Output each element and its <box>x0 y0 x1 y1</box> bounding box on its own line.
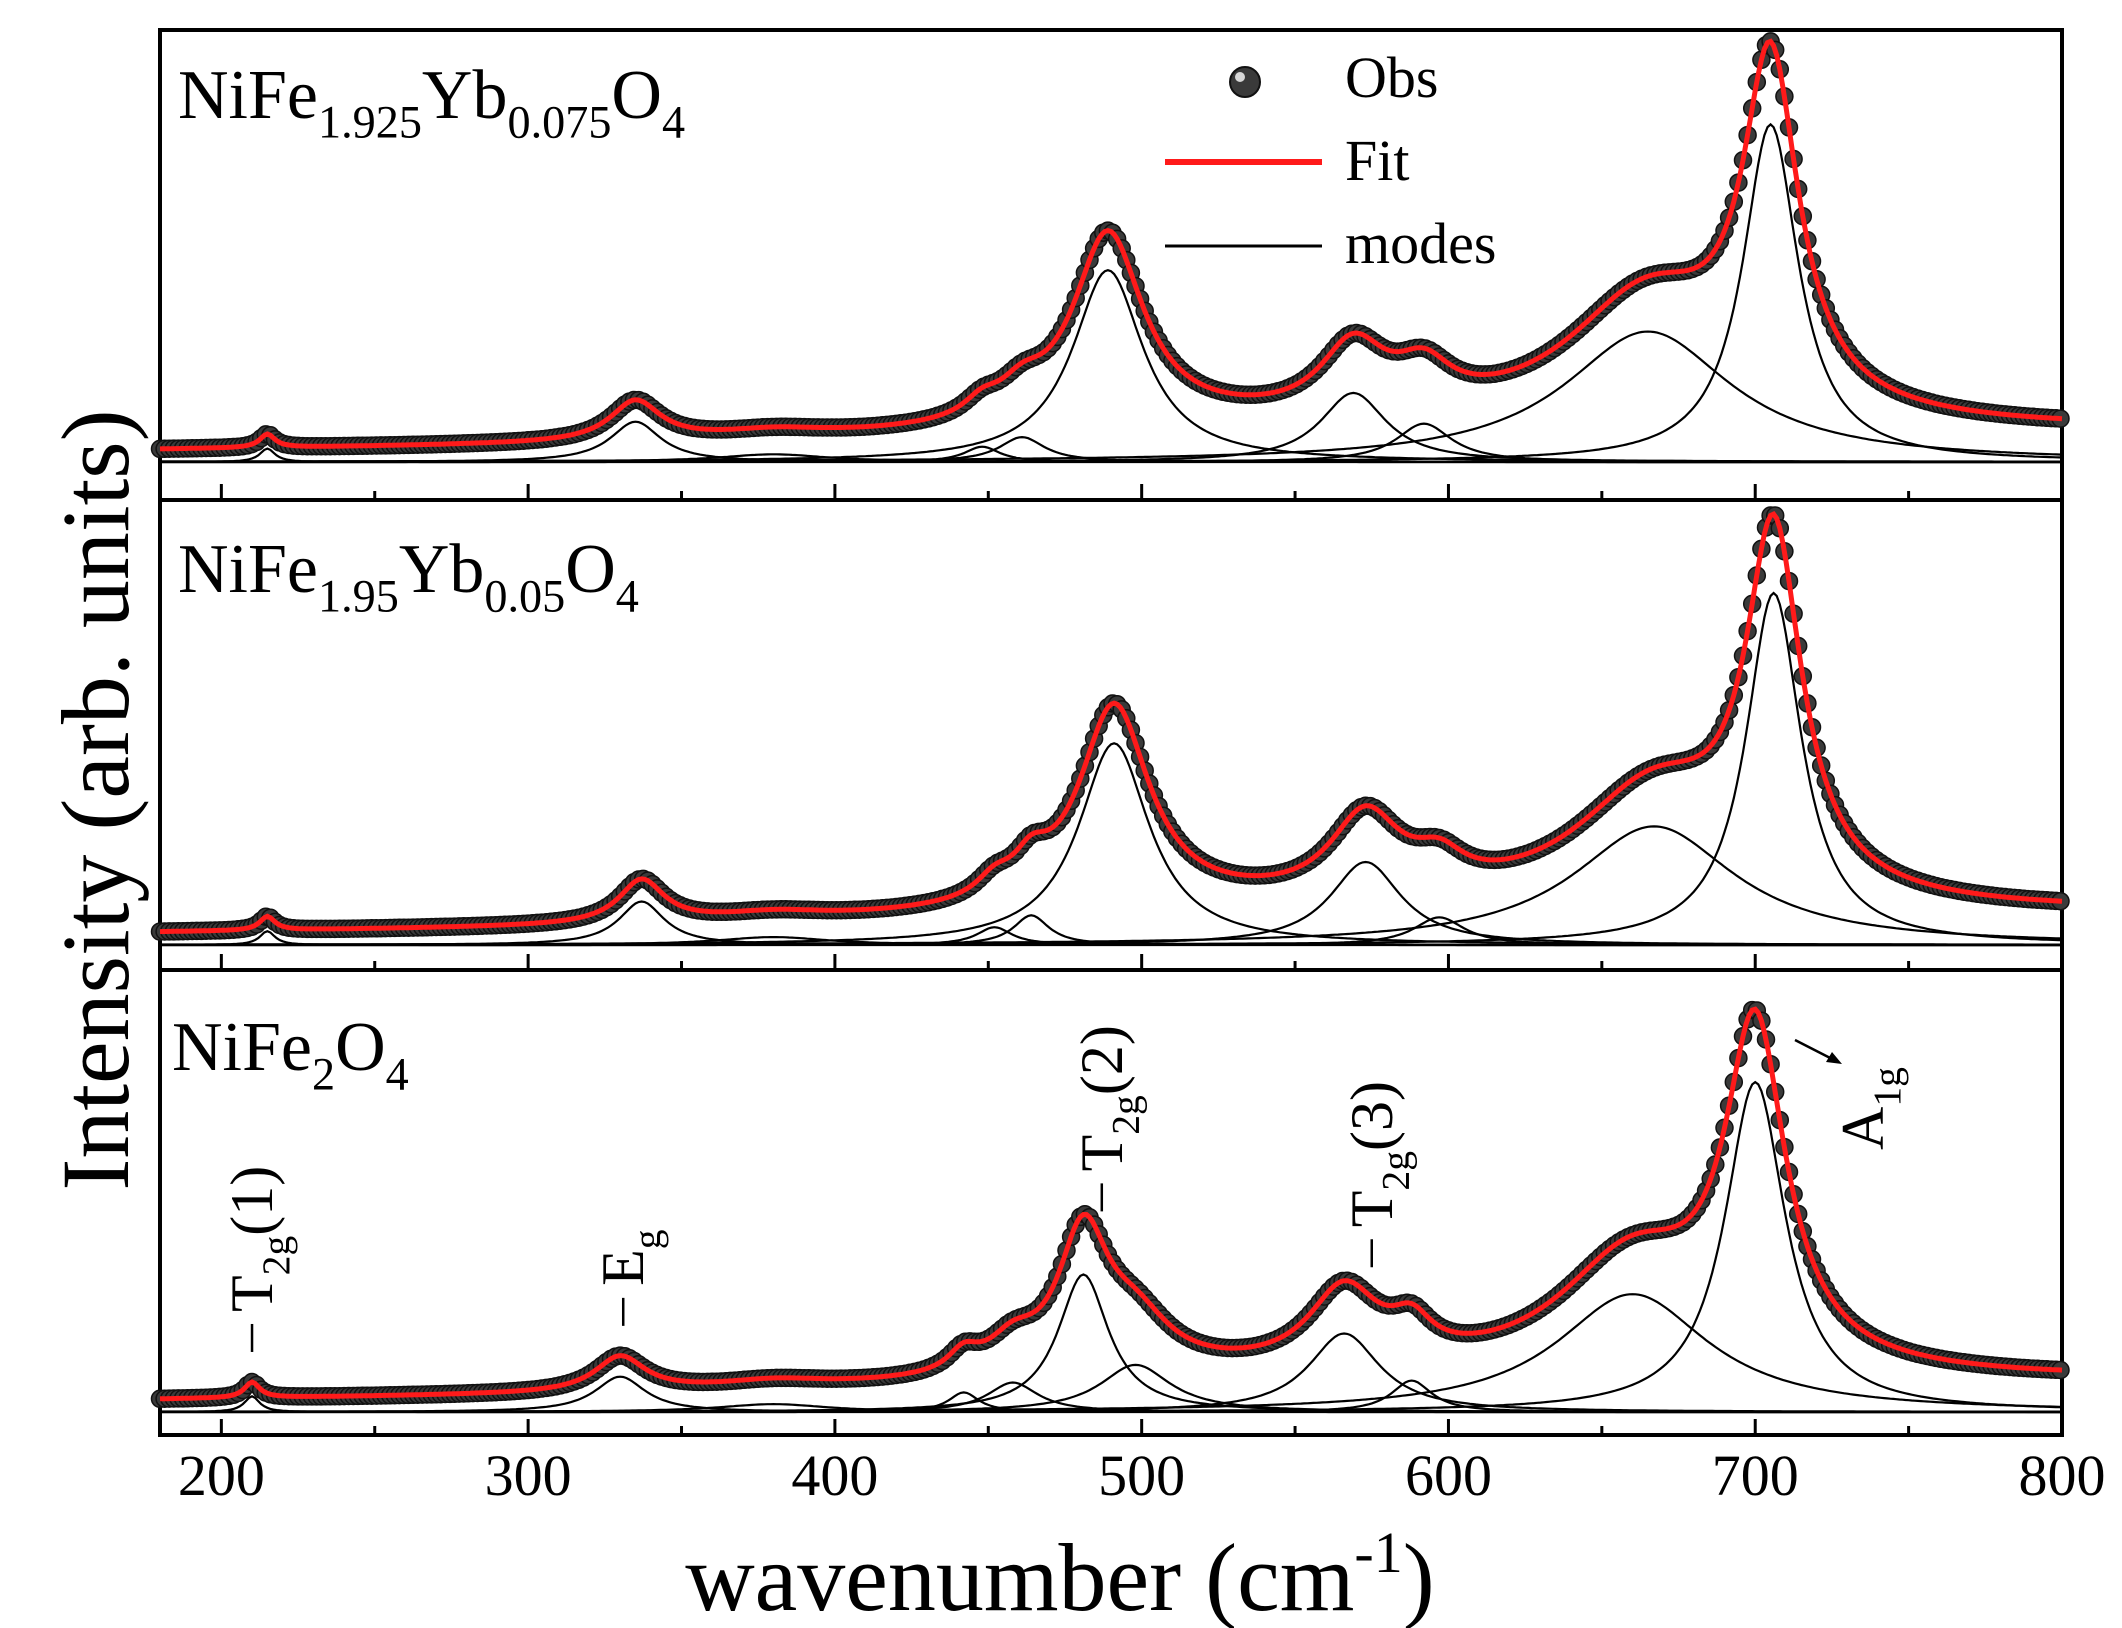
annotation-text-t2g3-part-1: 2g <box>1374 1151 1418 1191</box>
sample-label-0-part-0: NiFe <box>178 57 318 134</box>
annotation-arrowhead-a1g <box>1826 1052 1842 1064</box>
sample-label-0-part-5: 4 <box>662 97 685 148</box>
legend-fit-label: Fit <box>1345 128 1410 193</box>
annotation-text-t2g3-part-2: (3) <box>1339 1081 1405 1151</box>
annotation-text-eg-part-0: E <box>590 1249 656 1286</box>
fit-curve-1 <box>159 510 2063 935</box>
x-tick-label-700: 700 <box>1712 1443 1799 1508</box>
annotation-t2g1: T2g(1) <box>219 1166 298 1352</box>
axes-layer: 200 300 400 500 600 700 800 <box>178 1443 2106 1508</box>
annotation-text-t2g1-part-0: T <box>219 1275 285 1312</box>
x-axis-label-main: wavenumber (cm <box>685 1524 1354 1628</box>
panel-0: NiFe1.925Yb0.075O4 <box>150 28 2070 502</box>
annotation-text-eg-part-1: g <box>625 1229 669 1249</box>
x-tick-label-800: 800 <box>2019 1443 2106 1508</box>
annotation-text-t2g2-part-2: (2) <box>1069 1025 1135 1095</box>
x-tick-label-600: 600 <box>1405 1443 1492 1508</box>
sample-label-0-part-4: O <box>611 57 662 134</box>
sample-label-1: NiFe1.95Yb0.05O4 <box>178 531 639 622</box>
annotation-text-t2g2-part-1: 2g <box>1104 1095 1148 1135</box>
annotation-text-t2g1-part-2: (1) <box>219 1166 285 1236</box>
annotation-t2g2: T2g(2) <box>1069 1025 1148 1212</box>
mode-curve-1-491 <box>160 742 2062 946</box>
sample-label-2: NiFe2O4 <box>172 1009 409 1100</box>
panel-1: NiFe1.95Yb0.05O4 <box>150 498 2070 972</box>
annotation-text-a1g: A1g <box>1830 1067 1909 1150</box>
legend-obs-marker-highlight <box>1235 72 1245 82</box>
sample-label-0: NiFe1.925Yb0.075O4 <box>178 57 685 148</box>
x-tick-label-300: 300 <box>485 1443 572 1508</box>
annotation-text-t2g1: T2g(1) <box>219 1166 298 1312</box>
sample-label-1-part-5: 4 <box>616 571 639 622</box>
legend: Obs Fit modes <box>1165 45 1496 276</box>
annotation-text-t2g1-part-1: 2g <box>254 1236 298 1276</box>
annotation-text-t2g3: T2g(3) <box>1339 1081 1418 1227</box>
x-axis-label: wavenumber (cm-1) <box>685 1520 1434 1628</box>
legend-modes-label: modes <box>1345 211 1496 276</box>
panel-frame-2 <box>158 968 2064 1437</box>
x-axis-label-close: ) <box>1403 1524 1435 1628</box>
annotation-a1g: A1g <box>1794 1038 1909 1150</box>
annotation-eg: Eg <box>590 1229 669 1326</box>
mode-curve-0-705 <box>160 122 2063 463</box>
mode-curve-0-489 <box>160 269 2062 463</box>
mode-curve-2-700 <box>160 1080 2063 1413</box>
x-tick-label-500: 500 <box>1098 1443 1185 1508</box>
annotation-text-a1g-part-0: A <box>1830 1107 1896 1150</box>
sample-label-1-part-3: 0.05 <box>484 571 565 622</box>
x-axis-label-sup: -1 <box>1354 1520 1402 1585</box>
x-tick-label-400: 400 <box>791 1443 878 1508</box>
annotation-text-a1g-part-1: 1g <box>1865 1067 1909 1107</box>
fit-curve-0 <box>159 38 2063 452</box>
annotation-t2g3: T2g(3) <box>1339 1081 1418 1268</box>
sample-label-1-part-2: Yb <box>399 531 485 608</box>
legend-obs-marker <box>1229 66 1261 98</box>
sample-label-1-part-4: O <box>565 531 616 608</box>
annotation-text-t2g2: T2g(2) <box>1069 1025 1148 1171</box>
sample-label-0-part-2: Yb <box>422 57 508 134</box>
sample-label-2-part-0: NiFe <box>172 1009 312 1086</box>
sample-label-2-part-2: O <box>335 1009 386 1086</box>
fit-curve-2 <box>159 1006 2063 1402</box>
x-tick-label-200: 200 <box>178 1443 265 1508</box>
annotation-text-t2g2-part-0: T <box>1069 1135 1135 1172</box>
sample-label-2-part-1: 2 <box>312 1049 335 1100</box>
sample-label-0-part-3: 0.075 <box>507 97 611 148</box>
sample-label-1-part-1: 1.95 <box>318 571 399 622</box>
y-axis-label: Intensity (arb. units) <box>42 409 149 1190</box>
annotation-text-t2g3-part-0: T <box>1339 1191 1405 1228</box>
sample-label-2-part-3: 4 <box>386 1049 409 1100</box>
legend-obs-label: Obs <box>1345 45 1438 110</box>
panels-layer: NiFe1.925Yb0.075O4NiFe1.95Yb0.05O4NiFe2O… <box>150 28 2070 1437</box>
mode-curve-1-706 <box>160 591 2063 946</box>
annotation-text-eg: Eg <box>590 1229 669 1286</box>
sample-label-1-part-0: NiFe <box>178 531 318 608</box>
sample-label-0-part-1: 1.925 <box>318 97 422 148</box>
